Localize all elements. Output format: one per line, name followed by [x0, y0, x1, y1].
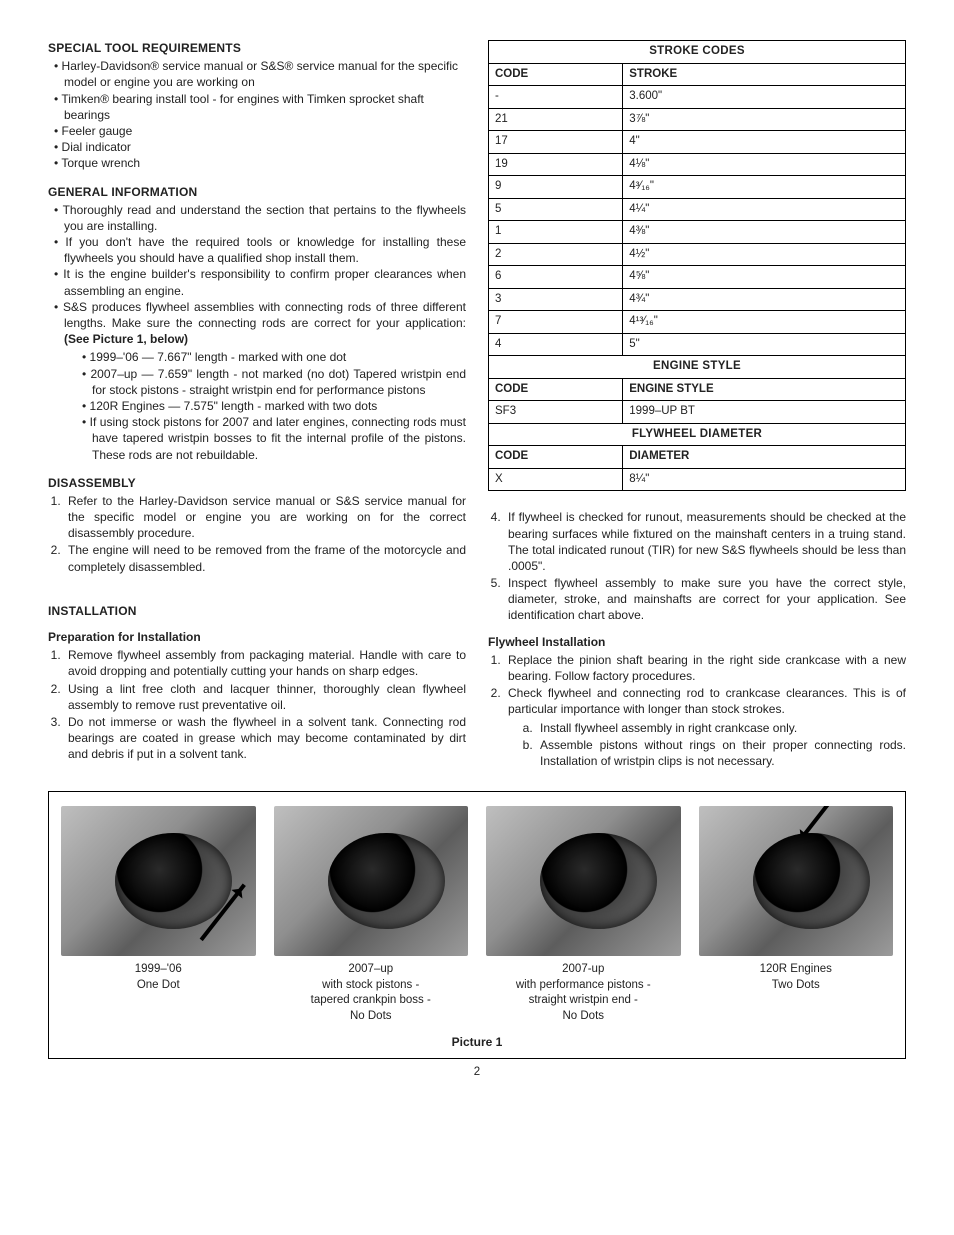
- general-heading: GENERAL INFORMATION: [48, 184, 466, 200]
- rod-photo: [274, 806, 469, 956]
- list-item: Dial indicator: [54, 139, 466, 155]
- prep-list-cont: If flywheel is checked for runout, measu…: [488, 509, 906, 623]
- prep-heading: Preparation for Installation: [48, 629, 466, 645]
- list-item: The engine will need to be removed from …: [64, 542, 466, 574]
- arrow-icon: [796, 806, 836, 844]
- list-item: Do not immerse or wash the flywheel in a…: [64, 714, 466, 763]
- pic-2: 2007–up with stock pistons - tapered cra…: [274, 806, 469, 1024]
- list-item: Check flywheel and connecting rod to cra…: [504, 685, 906, 769]
- pic-1: 1999–'06 One Dot: [61, 806, 256, 1024]
- flywheel-install-sublist: Install flywheel assembly in right crank…: [508, 720, 906, 770]
- list-item: 120R Engines — 7.575" length - marked wi…: [82, 398, 466, 414]
- list-item: Timken® bearing install tool - for engin…: [54, 91, 466, 123]
- engine-style-header: ENGINE STYLE: [489, 356, 906, 379]
- left-column: SPECIAL TOOL REQUIREMENTS Harley-Davidso…: [48, 40, 466, 773]
- list-item: Replace the pinion shaft bearing in the …: [504, 652, 906, 684]
- page-number: 2: [48, 1065, 906, 1081]
- rod-photo: [699, 806, 894, 956]
- list-item: If you don't have the required tools or …: [54, 234, 466, 266]
- list-item: Assemble pistons without rings on their …: [536, 737, 906, 769]
- installation-heading: INSTALLATION: [48, 603, 466, 619]
- list-item: Inspect flywheel assembly to make sure y…: [504, 575, 906, 624]
- list-item: It is the engine builder's responsibilit…: [54, 266, 466, 298]
- prep-list: Remove flywheel assembly from packaging …: [48, 647, 466, 762]
- list-item: Remove flywheel assembly from packaging …: [64, 647, 466, 679]
- right-column: STROKE CODES CODESTROKE -3.600" 213⅞" 17…: [488, 40, 906, 773]
- rod-spec-list: 1999–'06 — 7.667" length - marked with o…: [64, 349, 466, 462]
- flywheel-dia-header: FLYWHEEL DIAMETER: [489, 423, 906, 446]
- disassembly-list: Refer to the Harley-Davidson service man…: [48, 493, 466, 575]
- rod-photo: [486, 806, 681, 956]
- list-item: Torque wrench: [54, 155, 466, 171]
- stroke-codes-header: STROKE CODES: [489, 41, 906, 64]
- rod-photo: [61, 806, 256, 956]
- tools-list: Harley-Davidson® service manual or S&S® …: [48, 58, 466, 171]
- list-item: If using stock pistons for 2007 and late…: [82, 414, 466, 463]
- list-item: If flywheel is checked for runout, measu…: [504, 509, 906, 574]
- col-code: CODE: [489, 63, 623, 86]
- list-item: Using a lint free cloth and lacquer thin…: [64, 681, 466, 713]
- arrow-icon: [200, 884, 246, 941]
- list-item: Feeler gauge: [54, 123, 466, 139]
- disassembly-heading: DISASSEMBLY: [48, 475, 466, 491]
- flywheel-install-list: Replace the pinion shaft bearing in the …: [488, 652, 906, 769]
- pic-3: 2007-up with performance pistons - strai…: [486, 806, 681, 1024]
- list-item: 2007–up — 7.659" length - not marked (no…: [82, 366, 466, 398]
- list-item: 1999–'06 — 7.667" length - marked with o…: [82, 349, 466, 365]
- list-item: Harley-Davidson® service manual or S&S® …: [54, 58, 466, 90]
- tools-heading: SPECIAL TOOL REQUIREMENTS: [48, 40, 466, 56]
- col-stroke: STROKE: [623, 63, 906, 86]
- picture-1-frame: 1999–'06 One Dot 2007–up with stock pist…: [48, 791, 906, 1059]
- list-item: S&S produces flywheel assemblies with co…: [54, 299, 466, 463]
- flywheel-install-heading: Flywheel Installation: [488, 634, 906, 650]
- list-item: Install flywheel assembly in right crank…: [536, 720, 906, 736]
- list-item: Thoroughly read and understand the secti…: [54, 202, 466, 234]
- codes-table: STROKE CODES CODESTROKE -3.600" 213⅞" 17…: [488, 40, 906, 491]
- general-list: Thoroughly read and understand the secti…: [48, 202, 466, 463]
- picture-label: Picture 1: [61, 1034, 893, 1050]
- pic-4: 120R Engines Two Dots: [699, 806, 894, 1024]
- list-item: Refer to the Harley-Davidson service man…: [64, 493, 466, 542]
